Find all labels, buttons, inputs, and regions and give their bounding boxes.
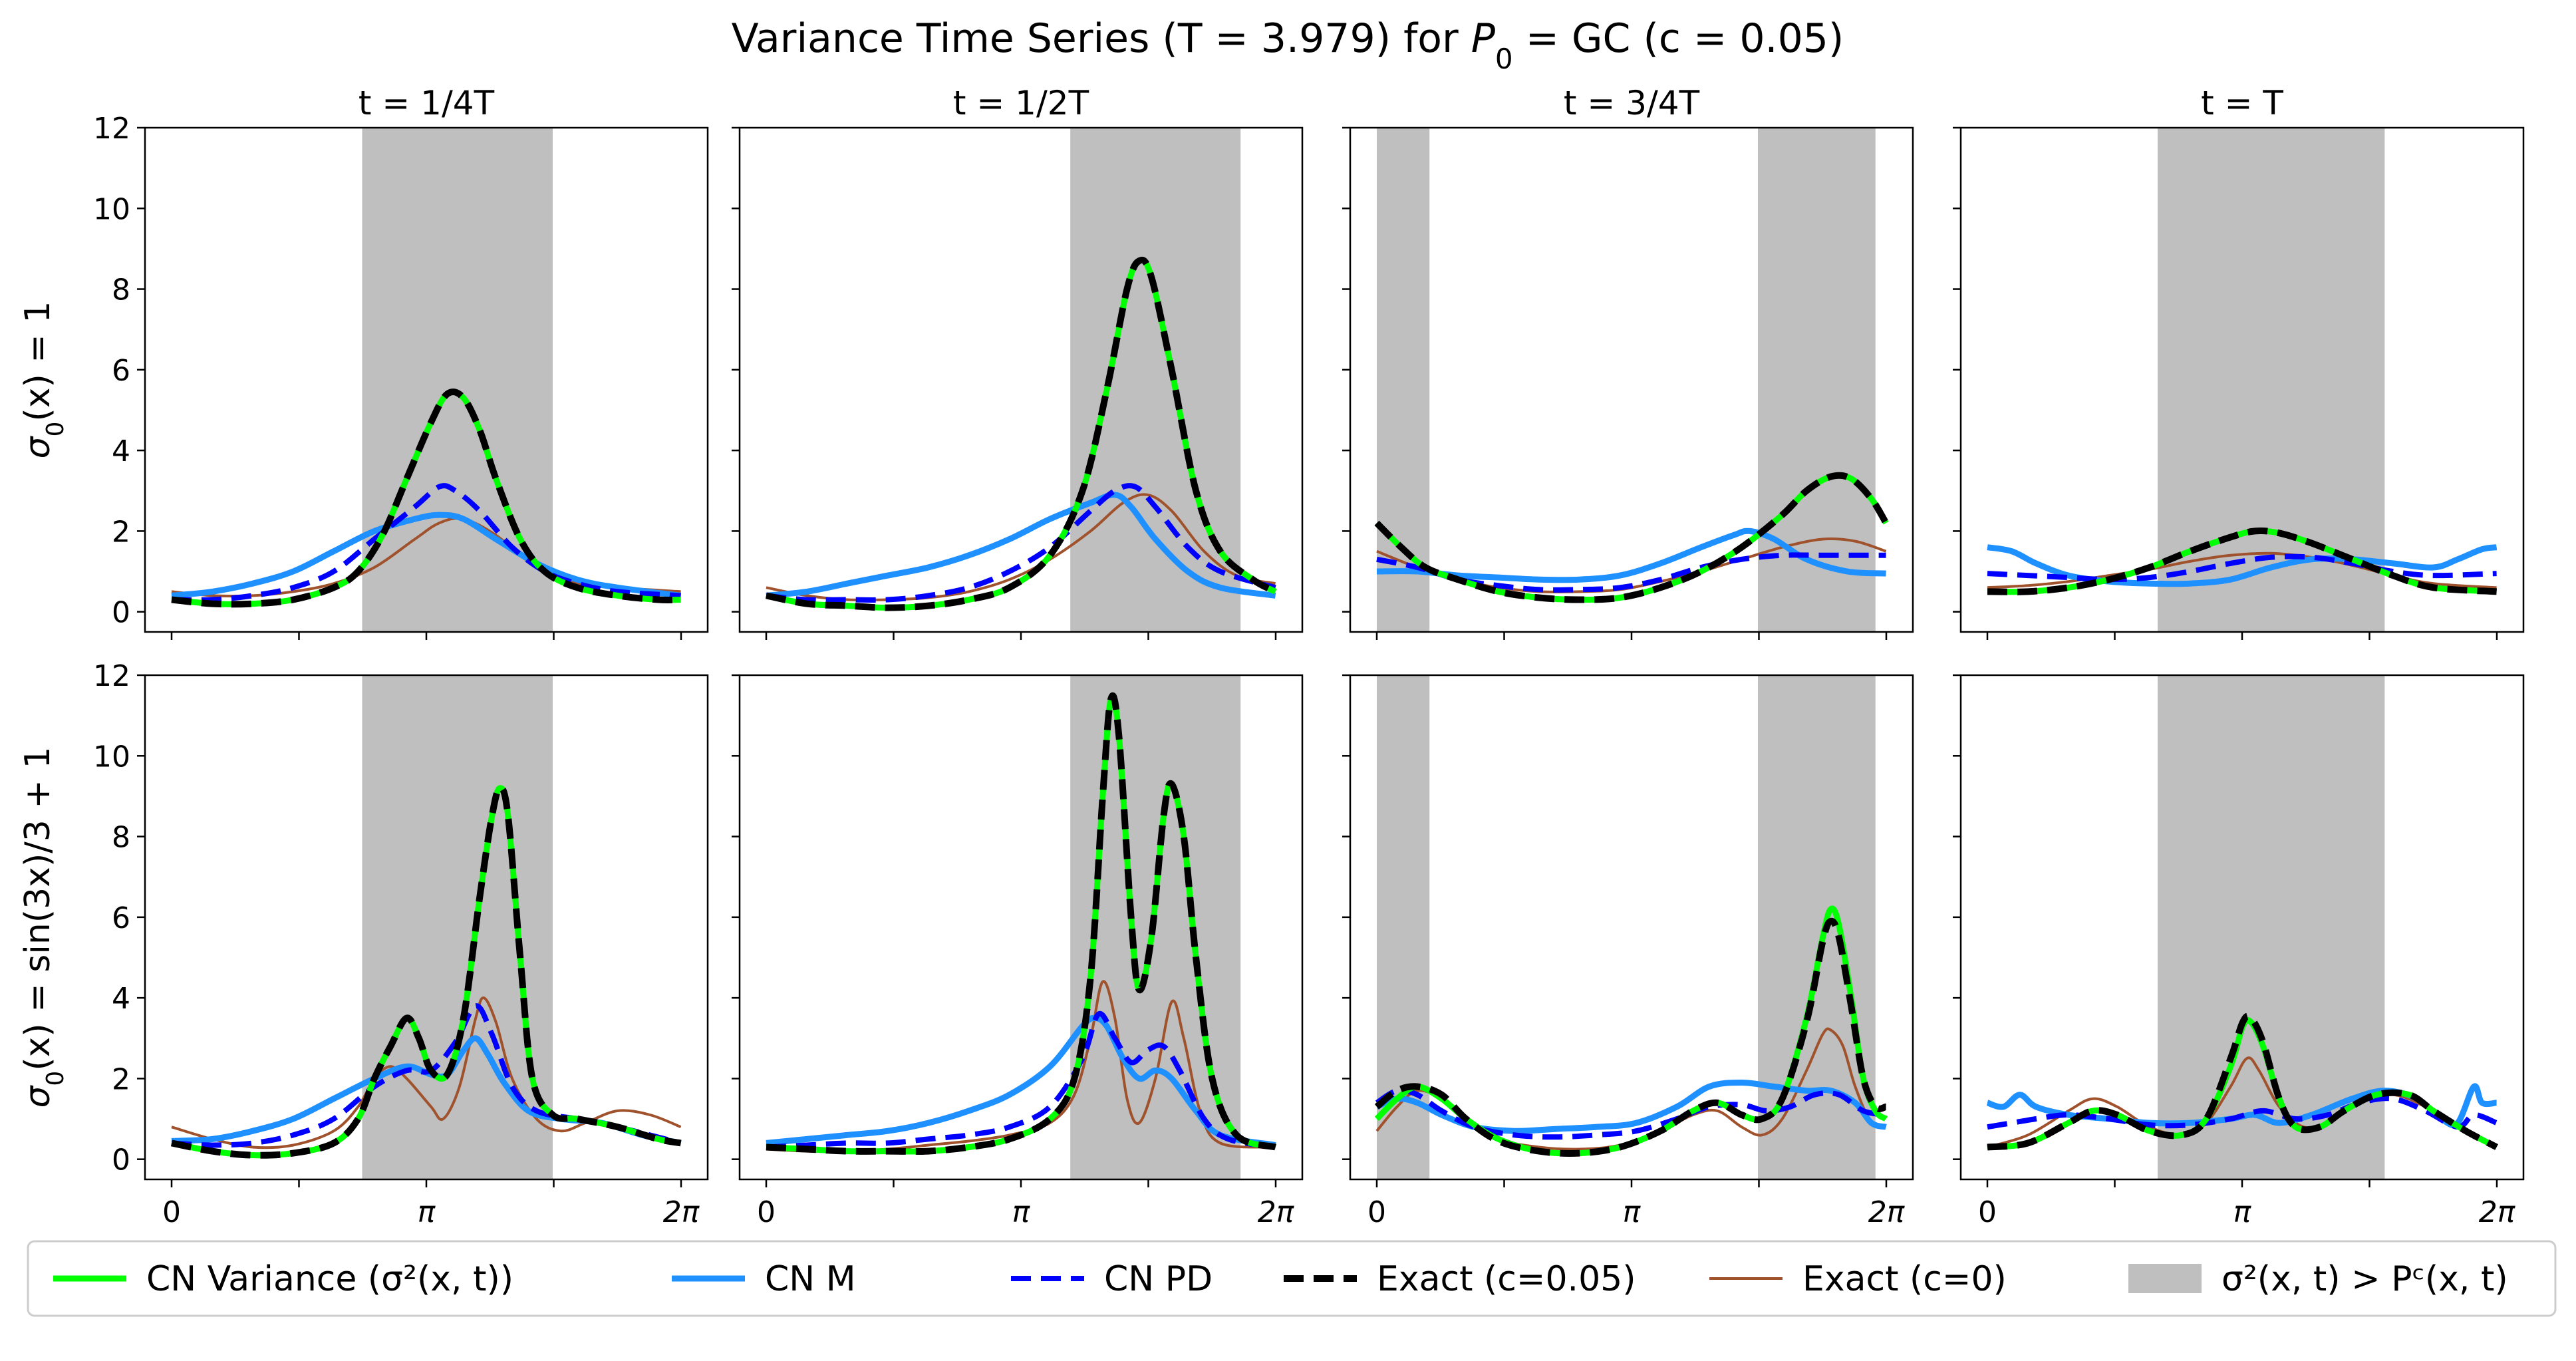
series-line-cn_pd <box>1375 1087 1887 1140</box>
panel-r0-c2: t = 3/4T <box>1342 84 1914 640</box>
series-line-exact_005 <box>171 784 682 1159</box>
series-line-cn_m <box>171 512 682 599</box>
series-line-cn_m <box>766 492 1276 599</box>
shade-region <box>1377 128 1430 632</box>
legend-label: CN PD <box>1104 1259 1213 1299</box>
x-tick-label: π <box>1623 1195 1642 1229</box>
series-line-exact_0 <box>171 996 682 1149</box>
x-tick-label: 0 <box>162 1195 181 1229</box>
figure-title: Variance Time Series (T = 3.979) for P0 … <box>732 15 1844 75</box>
panel-title: t = T <box>2201 84 2283 122</box>
panel-r1-c2: 0 π 2π <box>1342 674 1914 1229</box>
series-line-exact_005 <box>1374 472 1889 603</box>
y-tick-label: 0 <box>112 596 130 630</box>
legend: CN Variance (σ²(x, t)) CN M CN PD Exact (c=… <box>27 1240 2557 1317</box>
series-line-exact_0 <box>171 517 681 598</box>
series-line-exact_005 <box>1374 917 1887 1157</box>
y-tick-label: 6 <box>112 354 130 388</box>
legend-label: CN Variance (σ²(x, t)) <box>146 1259 513 1299</box>
panel-r0-c3: t = T <box>1953 84 2525 640</box>
x-tick-label: 0 <box>757 1195 776 1229</box>
series-line-cn_pd <box>171 1003 682 1148</box>
shade-region <box>362 128 553 632</box>
series-line-cn_m <box>766 1014 1276 1148</box>
panel-r1-c3: 0 π 2π <box>1953 674 2525 1229</box>
series-line-exact_005 <box>1987 528 2497 595</box>
y-tick-label: 8 <box>112 273 130 307</box>
panels-grid: 0 2 4 6 8 10 12 t = 1/4T t = 1/2T t = 3/4T t = T 0 2… <box>18 84 2525 1229</box>
legend-label: σ²(x, t) > Pᶜ(x, t) <box>2221 1259 2508 1299</box>
series-line-cn_pd <box>766 483 1276 603</box>
y-tick-label: 4 <box>112 982 130 1016</box>
series-line-cn_pd <box>1987 553 2497 583</box>
panel-title: t = 3/4T <box>1564 84 1700 122</box>
series-line-exact_005 <box>171 388 681 608</box>
x-tick-label: π <box>2233 1195 2252 1229</box>
series-line-cn_pd <box>1987 1096 2498 1130</box>
y-tick-label: 12 <box>93 659 130 693</box>
panel-title: t = 1/4T <box>358 84 495 122</box>
series-line-exact_005 <box>1987 1012 2498 1151</box>
series-line-exact_005 <box>766 256 1277 611</box>
series-line-cn_pd <box>171 483 681 603</box>
series-line-cn_m <box>1375 1080 1887 1134</box>
y-tick-label: 8 <box>112 821 130 855</box>
y-tick-label: 0 <box>112 1143 130 1177</box>
y-tick-label: 4 <box>112 434 130 468</box>
panel-r0-c0: 0 2 4 6 8 10 12 t = 1/4T <box>93 84 709 640</box>
y-tick-label: 2 <box>112 1062 130 1096</box>
series-line-cn_pd <box>1376 552 1886 593</box>
series-line-cn_m <box>1987 544 2498 587</box>
legend-label: CN M <box>765 1259 856 1299</box>
panel-title: t = 1/2T <box>953 84 1089 122</box>
y-tick-label: 2 <box>112 515 130 549</box>
shade-region <box>1070 128 1241 632</box>
y-tick-label: 6 <box>112 901 130 935</box>
legend-label: Exact (c=0) <box>1802 1259 2007 1299</box>
series-line-exact_0 <box>766 980 1276 1153</box>
series-line-cn_pd <box>766 1010 1276 1150</box>
legend-swatch-shade <box>2128 1264 2202 1293</box>
y-tick-label: 10 <box>93 192 130 226</box>
x-tick-label: π <box>1012 1195 1031 1229</box>
series-line-exact_005 <box>766 692 1277 1155</box>
y-tick-label: 12 <box>93 112 130 146</box>
x-tick-label: 0 <box>1978 1195 1997 1229</box>
y-tick-label: 10 <box>93 740 130 774</box>
legend-label: Exact (c=0.05) <box>1377 1259 1636 1299</box>
row-label: σ0(x) = 1 <box>18 301 69 459</box>
panel-r1-c0: 0 2 4 6 8 10 12 0 π 2π <box>93 659 709 1229</box>
x-tick-label: 2π <box>1868 1195 1906 1229</box>
x-tick-label: 2π <box>663 1195 700 1229</box>
panel-r0-c1: t = 1/2T <box>732 84 1304 640</box>
x-tick-label: 0 <box>1367 1195 1386 1229</box>
panel-r1-c1: 0 π 2π <box>732 674 1304 1229</box>
row-label: σ0(x) = sin(3x)/3 + 1 <box>18 746 69 1108</box>
x-tick-label: π <box>418 1195 436 1229</box>
x-tick-label: 2π <box>1258 1195 1295 1229</box>
x-tick-label: 2π <box>2479 1195 2516 1229</box>
